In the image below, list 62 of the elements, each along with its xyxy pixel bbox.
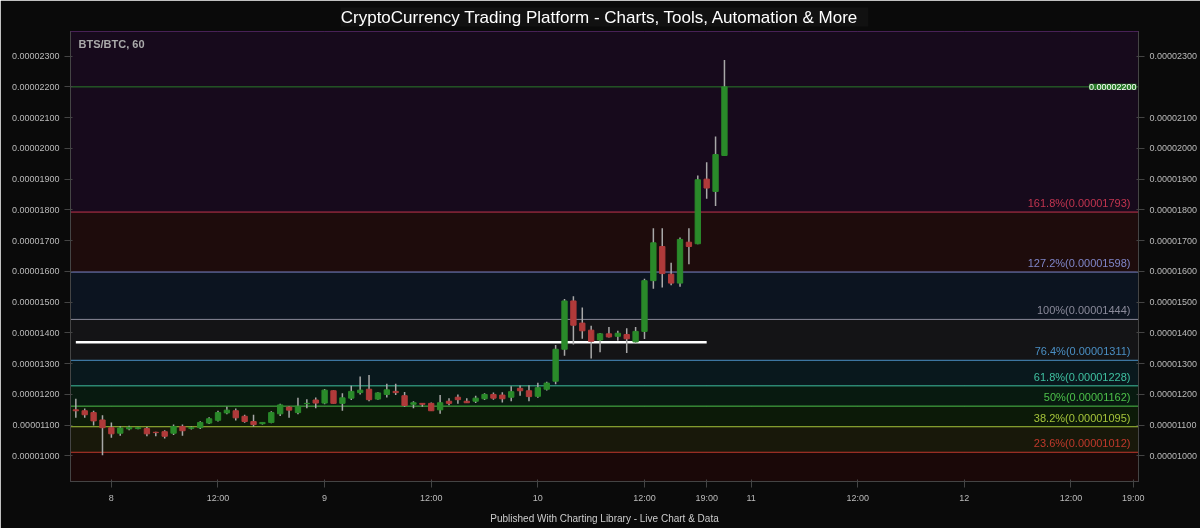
ref-line-label: 38.2%(0.00001095) [1033,411,1131,424]
candlestick [685,227,693,266]
chart-title: CryptoCurrency Trading Platform - Charts, Tools, Automation & More [340,7,858,27]
x-tick-label: 12:00 [419,492,443,503]
ref-line-label: 50%(0.00001162) [1043,391,1131,404]
candlestick [623,327,630,354]
text: BTS/BTC, 60 [78,37,145,50]
candlestick [356,375,364,396]
y-tick-label: 0.00001200 [11,389,60,400]
candlestick [579,306,586,340]
y2-tick-label: 0.00002100 [1149,112,1198,123]
ref-line-label: 76.4%(0.00001311) [1034,345,1131,358]
y-tick-label: 0.00001800 [11,204,60,215]
ref-line-label: 23.6%(0.00001012) [1033,437,1131,450]
y-tick-label: 0.00001000 [11,450,60,461]
candlestick [588,325,595,360]
y2-tick-label: 0.00001500 [1149,297,1198,308]
candlestick [667,262,675,287]
x-tick-label: 19:00 [1121,492,1145,503]
x-tick-label: 12:00 [206,492,230,503]
x-tick-label: 19:00 [695,492,718,503]
ref-line-label: 100%(0.00001444) [1036,304,1131,317]
ref-line-label: 61.8%(0.00001228) [1033,370,1131,383]
candlestick [365,374,373,402]
y-tick-label: 0.00001900 [11,174,60,185]
y-tick-label: 0.00001100 [12,420,60,431]
ref-line-label: 161.8%(0.00001793) [1027,197,1131,210]
candlestick [72,398,79,419]
y-tick-label: 0.00001700 [11,235,60,246]
y-tick-label: 0.00002100 [11,112,60,123]
candlestick [436,394,444,415]
x-tick-label: 11 [746,492,756,503]
x-tick-label: 9 [322,492,328,503]
y2-tick-label: 0.00001600 [1149,266,1198,277]
y2-tick-label: 0.00001100 [1149,420,1197,431]
y2-tick-label: 0.00001300 [1149,358,1198,369]
y-tick-label: 0.00001600 [11,266,60,277]
y2-tick-label: 0.00001400 [1149,327,1198,338]
x-tick-label: 10 [532,492,543,503]
y-tick-label: 0.00002200 [11,81,60,92]
x-tick-label: 8 [108,492,114,503]
x-tick-label: 12:00 [1059,492,1083,503]
y-tick-label: 0.00001300 [11,358,60,369]
y2-tick-label: 0.00001200 [1149,389,1198,400]
y2-tick-label: 0.00001000 [1149,450,1198,461]
y-tick-label: 0.00002000 [11,143,60,154]
y-tick-label: 0.00002300 [11,51,60,62]
candlestick [99,414,106,457]
y2-tick-label: 0.00001700 [1149,235,1198,246]
x-tick-label: 12 [959,492,970,503]
y2-tick-label: 0.00001900 [1149,174,1198,185]
ref-line-label: 127.2%(0.00001598) [1027,257,1131,270]
x-tick-label: 12:00 [846,492,869,503]
candlestick [703,161,710,200]
ref-line-label: 0.00002200 [1088,81,1137,92]
x-tick-label: 12:00 [633,492,656,503]
y2-tick-label: 0.00001800 [1149,204,1198,215]
text: Published With Charting Library - Live Chart & Data [490,512,720,524]
y-tick-label: 0.00001500 [11,297,60,308]
y-tick-label: 0.00001400 [11,327,60,338]
y2-tick-label: 0.00002000 [1149,143,1198,154]
y2-tick-label: 0.00002300 [1149,51,1198,62]
